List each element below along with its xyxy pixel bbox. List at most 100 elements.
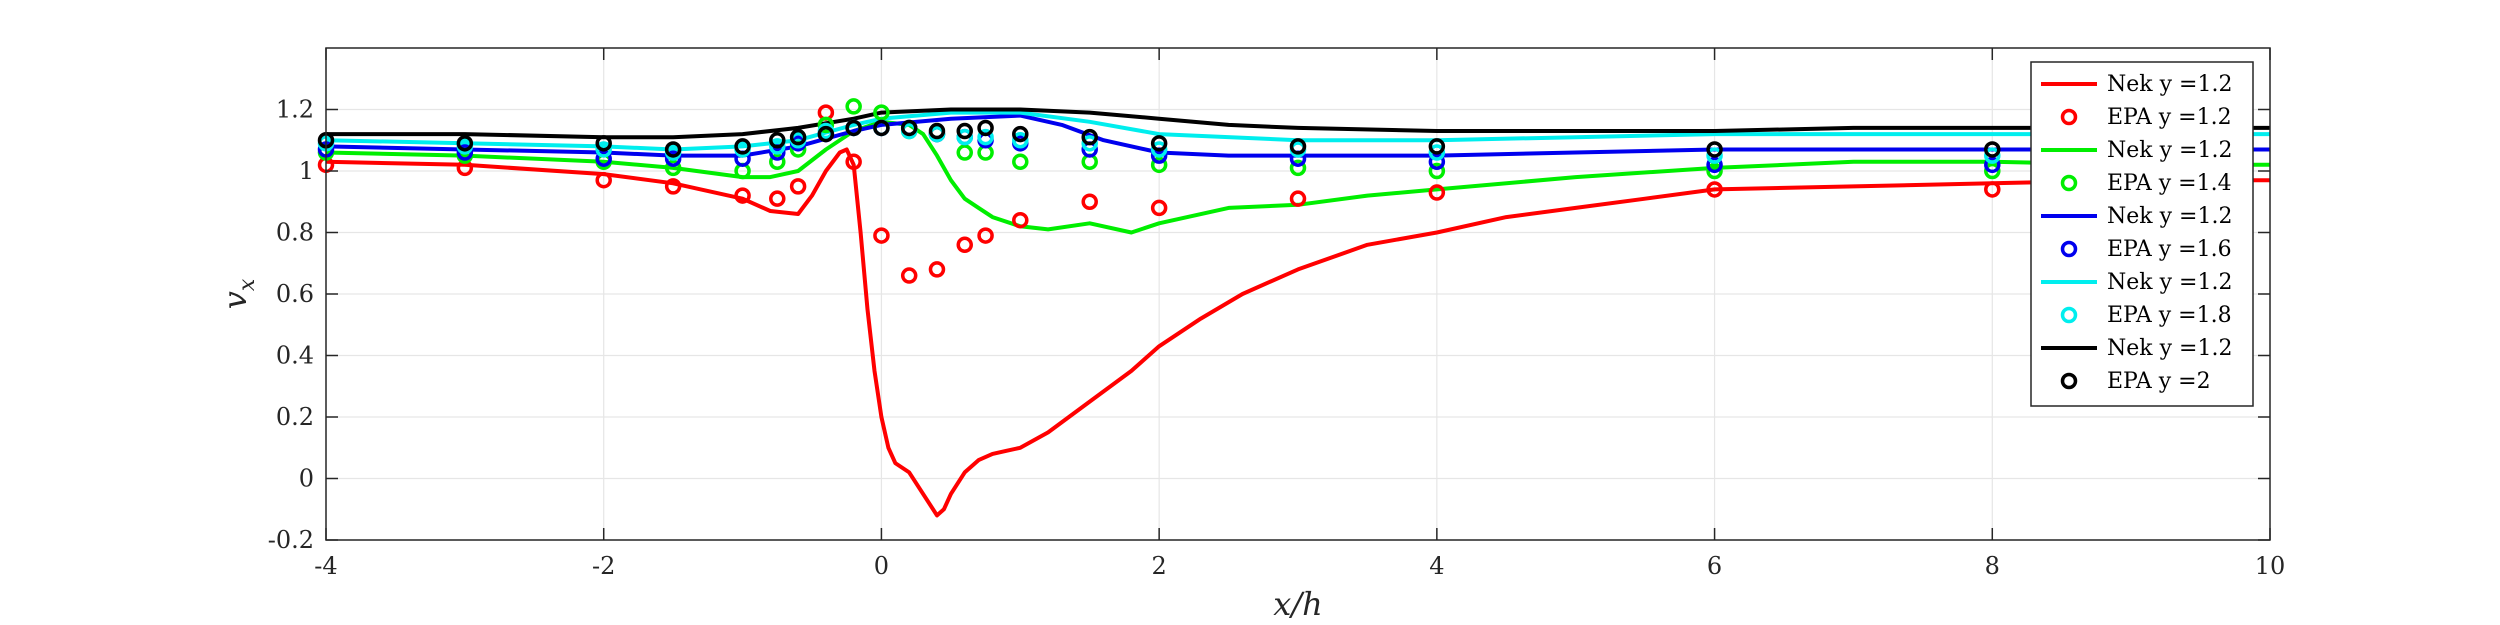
data-point <box>664 150 682 167</box>
data-point <box>595 135 612 152</box>
legend-swatch-marker <box>2060 108 2078 126</box>
legend-label: Nek y =1.2 <box>2107 270 2232 295</box>
y-tick-label: 0.2 <box>276 403 314 431</box>
x-tick-label: 10 <box>2255 552 2286 580</box>
legend-label: EPA y =1.6 <box>2107 237 2232 262</box>
data-point <box>845 119 862 137</box>
data-point <box>1012 132 1029 149</box>
data-point <box>1081 128 1098 146</box>
data-point <box>1428 153 1446 171</box>
legend-swatch-marker <box>2060 306 2078 324</box>
series-line <box>325 119 2270 235</box>
axis-ticks <box>325 48 2271 541</box>
x-tick-label: 2 <box>1152 552 1167 580</box>
series-layer <box>317 98 2270 518</box>
data-point <box>1428 138 1446 155</box>
series-line <box>325 147 2270 518</box>
data-point <box>977 128 994 146</box>
series-line <box>325 113 2270 158</box>
legend-swatch-marker <box>2060 174 2078 192</box>
x-tick-label: 6 <box>1707 552 1722 580</box>
data-point <box>977 227 994 244</box>
data-point <box>734 187 751 204</box>
y-tick-label: 1 <box>299 157 314 185</box>
data-point <box>1428 184 1446 201</box>
data-point <box>845 153 862 171</box>
data-point <box>1289 190 1307 207</box>
data-point <box>1150 135 1168 152</box>
legend-label: Nek y =1.2 <box>2107 336 2232 361</box>
legend-swatch-marker <box>2060 372 2078 390</box>
data-point <box>1706 156 1723 174</box>
legend-label: EPA y =2 <box>2107 369 2211 394</box>
x-tick-label: 0 <box>874 552 889 580</box>
data-point <box>1984 141 2001 158</box>
legend-label: EPA y =1.2 <box>2107 105 2232 130</box>
x-tick-label: -2 <box>592 552 615 580</box>
data-point <box>1081 193 1098 210</box>
data-point <box>1984 162 2001 180</box>
data-point <box>595 141 612 158</box>
series-line <box>325 110 2270 152</box>
data-point <box>789 128 807 146</box>
data-point <box>1428 162 1446 180</box>
data-point <box>977 119 994 137</box>
x-tick-labels: -4 -2 0 2 4 6 8 10 <box>314 552 2285 580</box>
data-point <box>817 125 835 143</box>
data-point <box>456 144 474 161</box>
data-point <box>595 150 612 167</box>
y-tick-label: 0.4 <box>276 342 314 370</box>
y-tick-label: -0.2 <box>268 526 314 554</box>
legend-label: Nek y =1.2 <box>2107 72 2232 97</box>
data-point <box>1289 159 1307 177</box>
data-point <box>956 122 973 140</box>
data-point <box>1984 147 2001 164</box>
y-tick-label: 1.2 <box>276 96 314 124</box>
y-tick-label: 0.6 <box>276 280 314 308</box>
data-point <box>1706 181 1723 198</box>
data-point <box>789 178 807 195</box>
data-point <box>1706 141 1723 158</box>
data-point <box>873 227 890 244</box>
legend-label: EPA y =1.4 <box>2107 171 2232 196</box>
data-point <box>595 171 612 189</box>
data-point <box>1012 125 1029 143</box>
x-tick-label: -4 <box>314 552 337 580</box>
data-point <box>769 153 786 171</box>
data-point <box>900 267 918 284</box>
y-tick-label: 0.8 <box>276 219 314 247</box>
data-point <box>456 135 474 152</box>
data-point <box>817 116 835 134</box>
data-point <box>956 144 973 161</box>
data-point <box>1706 162 1723 180</box>
legend: Nek y =1.2 EPA y =1.2 Nek y =1.2 EPA y =1.4… <box>2030 61 2254 407</box>
data-point <box>664 159 682 177</box>
x-axis-label: x/h <box>1273 585 1322 623</box>
data-point <box>956 128 973 146</box>
data-point <box>1984 156 2001 174</box>
x-tick-label: 4 <box>1429 552 1444 580</box>
series-line <box>326 107 2270 140</box>
data-point <box>1012 153 1029 171</box>
data-point <box>769 190 786 207</box>
data-point <box>1012 211 1029 229</box>
legend-label: Nek y =1.2 <box>2107 138 2232 163</box>
data-point <box>873 119 890 137</box>
data-point <box>1984 181 2001 198</box>
data-point <box>956 236 973 254</box>
data-point <box>664 178 682 195</box>
data-point <box>769 132 786 149</box>
data-point <box>1081 135 1098 152</box>
legend-swatch-marker <box>2060 240 2078 258</box>
data-point <box>1706 147 1723 164</box>
data-point <box>1428 144 1446 161</box>
data-point <box>845 98 862 115</box>
data-point <box>1150 156 1168 174</box>
data-point <box>900 119 918 137</box>
y-tick-labels: -0.2 0 0.2 0.4 0.6 0.8 1 1.2 <box>268 96 314 555</box>
data-point <box>769 138 786 155</box>
data-point <box>1150 199 1168 217</box>
y-tick-label: 0 <box>299 465 314 493</box>
data-point <box>928 122 946 140</box>
